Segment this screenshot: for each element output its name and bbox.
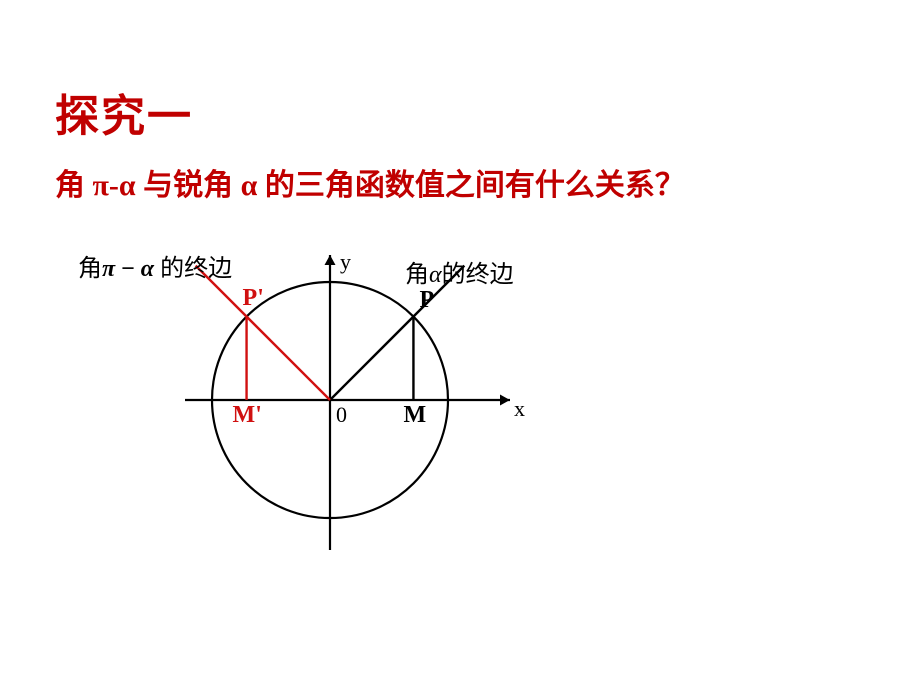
origin-label: 0 bbox=[336, 402, 347, 428]
point-label-M-prime: M' bbox=[233, 402, 262, 429]
subtitle-mid: 与锐角 bbox=[143, 169, 233, 202]
point-label-P: P bbox=[419, 287, 434, 314]
point-label-P-prime: P' bbox=[243, 285, 264, 312]
subtitle-suffix: 的三角函数值之间有什么关系？ bbox=[265, 169, 685, 202]
subtitle-prefix: 角 bbox=[55, 169, 85, 202]
subtitle-text: 角 π-α 与锐角 α 的三角函数值之间有什么关系？ bbox=[55, 160, 685, 204]
title-heading: 探究一 bbox=[55, 80, 193, 144]
subtitle-alpha: α bbox=[241, 169, 258, 202]
label-alpha-side: 角α的终边 bbox=[405, 254, 514, 289]
point-label-M: M bbox=[403, 402, 426, 429]
axis-label-x: x bbox=[514, 396, 525, 422]
diagram-container: 角π − α 的终边 角α的终边 y x 0 P M P' M' bbox=[60, 220, 580, 600]
axis-label-y: y bbox=[340, 249, 351, 275]
subtitle-expr: π-α bbox=[93, 169, 136, 202]
label-pi-minus-alpha-side: 角π − α 的终边 bbox=[78, 248, 232, 283]
